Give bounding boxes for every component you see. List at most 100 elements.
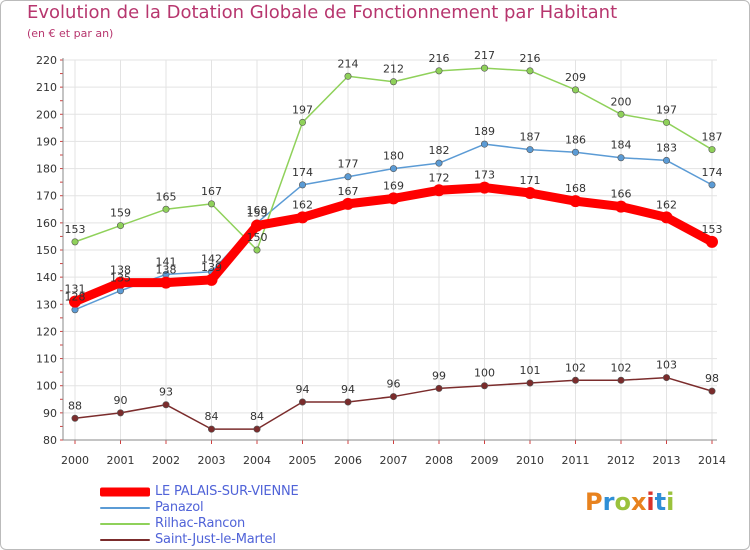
data-point-panazol [389,165,397,173]
data-label-panazol: 174 [702,166,723,179]
data-point-rilhac-rancon [253,246,261,254]
data-point-le-palais-sur-vienne [478,181,491,194]
x-tick-label: 2006 [334,454,362,467]
data-point-saint-just-le-martel [71,414,79,422]
y-tick-label: 210 [36,81,57,94]
data-label-le-palais-sur-vienne: 138 [110,264,131,277]
data-label-saint-just-le-martel: 90 [114,394,128,407]
data-point-rilhac-rancon [298,118,306,126]
data-label-rilhac-rancon: 216 [520,52,541,65]
legend-swatch [100,539,150,541]
y-tick-label: 160 [36,217,57,230]
legend-label: Rilhac-Rancon [155,516,245,531]
x-tick-label: 2010 [516,454,544,467]
legend-swatch [100,487,150,497]
x-tick-label: 2004 [243,454,271,467]
data-point-saint-just-le-martel [571,376,579,384]
data-label-le-palais-sur-vienne: 171 [520,174,541,187]
data-label-le-palais-sur-vienne: 162 [292,198,313,211]
chart-title: Evolution de la Dotation Globale de Fonc… [27,2,618,23]
data-label-saint-just-le-martel: 88 [68,399,82,412]
data-point-rilhac-rancon [117,222,125,230]
data-point-panazol [662,156,670,164]
legend-label: LE PALAIS-SUR-VIENNE [155,484,299,499]
logo-letter: x [630,488,647,516]
data-point-rilhac-rancon [208,200,216,208]
data-label-saint-just-le-martel: 96 [387,378,401,391]
data-label-panazol: 184 [611,139,632,152]
data-label-panazol: 180 [383,150,404,163]
y-tick-label: 100 [36,380,57,393]
data-point-rilhac-rancon [571,86,579,94]
data-label-rilhac-rancon: 197 [656,103,677,116]
y-tick-label: 120 [36,325,57,338]
data-point-le-palais-sur-vienne [114,276,127,289]
x-tick-label: 2013 [653,454,681,467]
x-tick-label: 2014 [698,454,726,467]
data-label-le-palais-sur-vienne: 173 [474,169,495,182]
data-label-saint-just-le-martel: 84 [250,410,264,423]
data-point-saint-just-le-martel [480,382,488,390]
data-label-rilhac-rancon: 216 [429,52,450,65]
x-tick-label: 2011 [562,454,590,467]
y-tick-label: 180 [36,163,57,176]
data-point-saint-just-le-martel [208,425,216,433]
data-label-saint-just-le-martel: 103 [656,359,677,372]
data-point-saint-just-le-martel [389,393,397,401]
data-point-panazol [344,173,352,181]
data-point-rilhac-rancon [708,146,716,154]
proxiti-logo: Proxiti [585,488,674,516]
chart-subtitle: (en € et par an) [27,27,114,40]
logo-letter: t [654,488,667,516]
data-label-le-palais-sur-vienne: 139 [201,261,222,274]
data-point-saint-just-le-martel [162,401,170,409]
data-label-saint-just-le-martel: 98 [705,372,719,385]
x-tick-label: 2008 [425,454,453,467]
legend-swatch [100,523,150,525]
data-point-rilhac-rancon [162,205,170,213]
data-label-panazol: 135 [110,272,131,285]
data-label-panazol: 141 [156,255,177,268]
legend-label: Panazol [155,500,204,515]
data-point-le-palais-sur-vienne [387,192,400,205]
data-point-le-palais-sur-vienne [615,200,627,213]
data-point-le-palais-sur-vienne [251,219,263,232]
data-label-rilhac-rancon: 212 [383,63,404,76]
data-point-saint-just-le-martel [117,409,125,417]
data-label-panazol: 160 [247,204,268,217]
data-label-panazol: 142 [201,253,222,266]
y-tick-label: 200 [36,108,57,121]
data-label-rilhac-rancon: 150 [247,231,268,244]
x-tick-label: 2007 [380,454,408,467]
y-tick-label: 80 [43,434,57,447]
data-label-le-palais-sur-vienne: 153 [702,223,723,236]
data-point-panazol [435,159,443,167]
data-point-le-palais-sur-vienne [524,187,536,199]
legend-label: Saint-Just-le-Martel [155,532,276,547]
data-label-rilhac-rancon: 209 [565,71,586,84]
data-point-rilhac-rancon [435,67,443,75]
y-tick-label: 220 [36,54,57,67]
data-point-le-palais-sur-vienne [342,197,354,210]
data-label-rilhac-rancon: 217 [474,49,495,62]
data-point-le-palais-sur-vienne [660,211,673,224]
data-label-saint-just-le-martel: 102 [611,361,632,374]
data-point-le-palais-sur-vienne [205,273,218,286]
data-point-saint-just-le-martel [435,384,443,392]
data-point-le-palais-sur-vienne [296,211,309,224]
data-label-le-palais-sur-vienne: 167 [338,185,359,198]
data-point-le-palais-sur-vienne [569,195,582,208]
data-point-le-palais-sur-vienne [433,184,445,197]
data-label-panazol: 189 [474,125,495,138]
data-point-rilhac-rancon [617,110,625,118]
y-tick-label: 150 [36,244,57,257]
data-label-panazol: 128 [65,291,86,304]
data-label-le-palais-sur-vienne: 138 [156,264,177,277]
data-point-saint-just-le-martel [298,398,306,406]
data-label-saint-just-le-martel: 100 [474,367,495,380]
legend-swatch [100,507,150,509]
x-tick-label: 2002 [152,454,180,467]
data-label-panazol: 174 [292,166,313,179]
x-tick-label: 2009 [471,454,499,467]
data-point-saint-just-le-martel [526,379,534,387]
